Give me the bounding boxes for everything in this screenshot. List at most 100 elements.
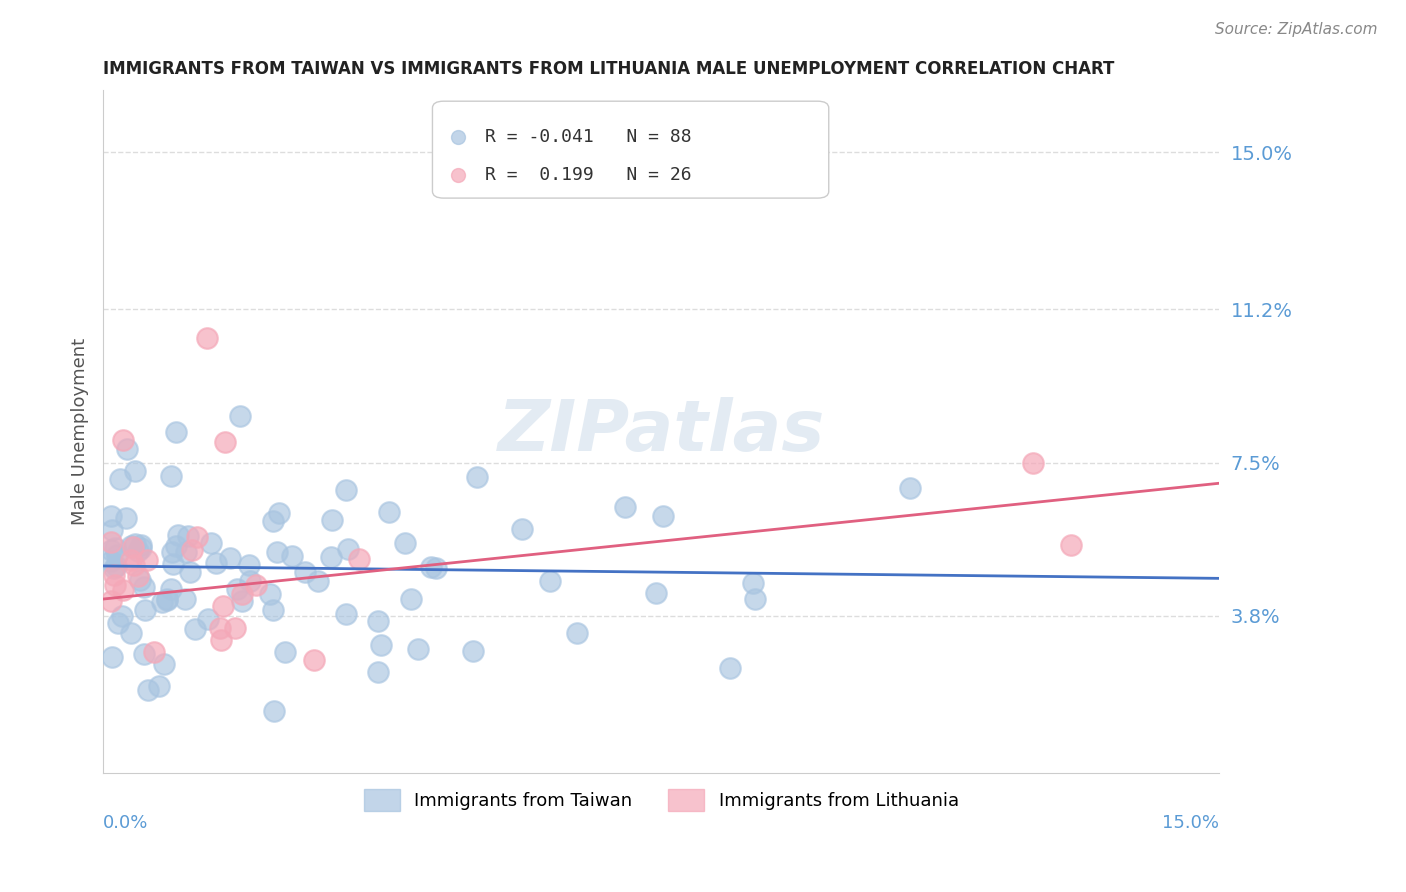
Point [134,603,156,617]
Point [718,661,741,675]
Point [148,679,170,693]
Text: R = -0.041   N = 88: R = -0.041 N = 88 [485,128,692,145]
Point [101,650,124,665]
Point [744,592,766,607]
Point [143,645,166,659]
Point [136,683,159,698]
Point [107,616,129,631]
Point [129,538,152,552]
Point [153,657,176,671]
Point [111,582,134,597]
Point [104,558,127,573]
Point [179,566,201,580]
Point [538,574,561,588]
Point [274,645,297,659]
Point [167,528,190,542]
Point [100,523,122,537]
Text: IMMIGRANTS FROM TAIWAN VS IMMIGRANTS FROM LITHUANIA MALE UNEMPLOYMENT CORRELATIO: IMMIGRANTS FROM TAIWAN VS IMMIGRANTS FRO… [103,60,1115,78]
Point [183,623,205,637]
Point [652,509,675,524]
Point [103,567,125,582]
Point [224,621,246,635]
Point [110,472,132,486]
Point [104,578,127,592]
Point [231,586,253,600]
Point [304,653,326,667]
Point [103,561,125,575]
Point [127,569,149,583]
Point [117,442,139,457]
Text: Source: ZipAtlas.com: Source: ZipAtlas.com [1215,22,1378,37]
Point [120,539,142,553]
Point [614,500,637,514]
Point [370,638,392,652]
Text: R =  0.199   N = 26: R = 0.199 N = 26 [485,166,692,184]
Point [186,530,208,544]
Point [136,552,159,566]
Point [165,539,187,553]
Point [174,545,197,559]
Point [124,464,146,478]
Point [122,540,145,554]
FancyBboxPatch shape [433,101,828,198]
Point [367,614,389,628]
Point [394,536,416,550]
Point [121,552,143,566]
Point [245,578,267,592]
Point [465,470,488,484]
Point [238,558,260,572]
Point [898,481,921,495]
Text: ZIPatlas: ZIPatlas [498,397,825,466]
Point [263,704,285,718]
Point [115,511,138,525]
Point [195,331,218,345]
Point [219,551,242,566]
Point [156,593,179,607]
Point [399,592,422,607]
Point [104,541,127,555]
Point [335,483,357,498]
Point [231,594,253,608]
Point [162,557,184,571]
Point [266,544,288,558]
Point [307,574,329,588]
Point [214,434,236,449]
Point [127,543,149,558]
Point [420,560,443,574]
Point [259,587,281,601]
Point [209,621,232,635]
Point [159,582,181,596]
Y-axis label: Male Unemployment: Male Unemployment [72,338,89,525]
Point [367,665,389,679]
Point [337,542,360,557]
Point [197,611,219,625]
Point [156,591,179,606]
Point [645,586,668,600]
Point [1059,538,1081,552]
Point [124,558,146,572]
Point [165,425,187,439]
Point [1022,456,1045,470]
Point [378,505,401,519]
Point [200,536,222,550]
Point [510,522,533,536]
Point [347,552,370,566]
Point [228,409,250,424]
Point [124,537,146,551]
Point [406,642,429,657]
Point [162,545,184,559]
Point [120,625,142,640]
Point [425,561,447,575]
Point [211,599,233,614]
Point [209,632,232,647]
Point [100,508,122,523]
Point [262,514,284,528]
Point [111,609,134,624]
Point [134,580,156,594]
Point [321,549,343,564]
Point [100,543,122,558]
Point [181,542,204,557]
Point [100,593,122,607]
Point [567,626,589,640]
Legend: Immigrants from Taiwan, Immigrants from Lithuania: Immigrants from Taiwan, Immigrants from … [356,782,966,818]
